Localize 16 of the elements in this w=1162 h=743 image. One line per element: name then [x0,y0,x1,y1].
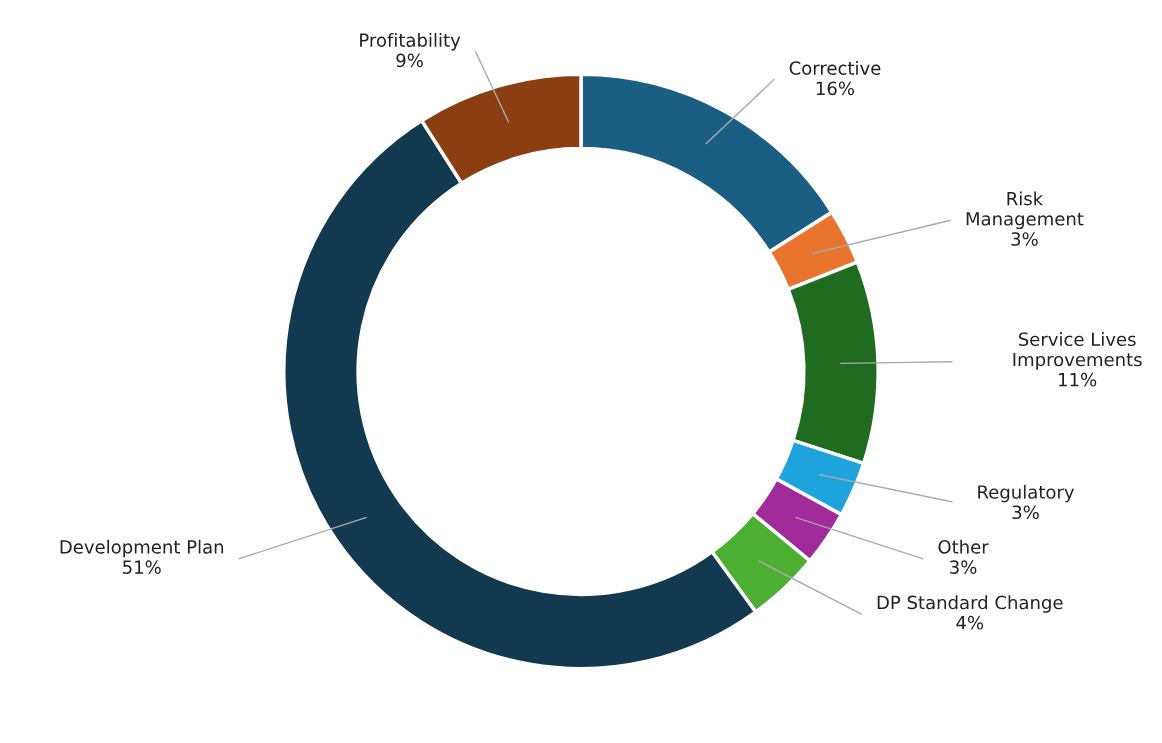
slice-label: Other [938,539,989,554]
data-label: 16% [816,81,855,96]
data-label: 4% [956,615,984,630]
data-label: 9% [396,53,423,68]
data-label: 11% [1059,372,1097,387]
slice-label: Development Plan [60,539,224,558]
data-label: 3% [950,560,977,574]
slice-label: Regulatory [978,484,1075,503]
data-label: 3% [1011,232,1038,246]
data-label: 51% [123,560,161,574]
slice-label: Risk Management [966,191,1084,230]
slice-label: Service Lives Improvements [1013,332,1142,370]
slice-label: Corrective [789,60,881,75]
slice-label: Profitability [360,33,461,51]
slice-label: DP Standard Change [877,595,1063,613]
data-label: 3% [1012,505,1039,520]
